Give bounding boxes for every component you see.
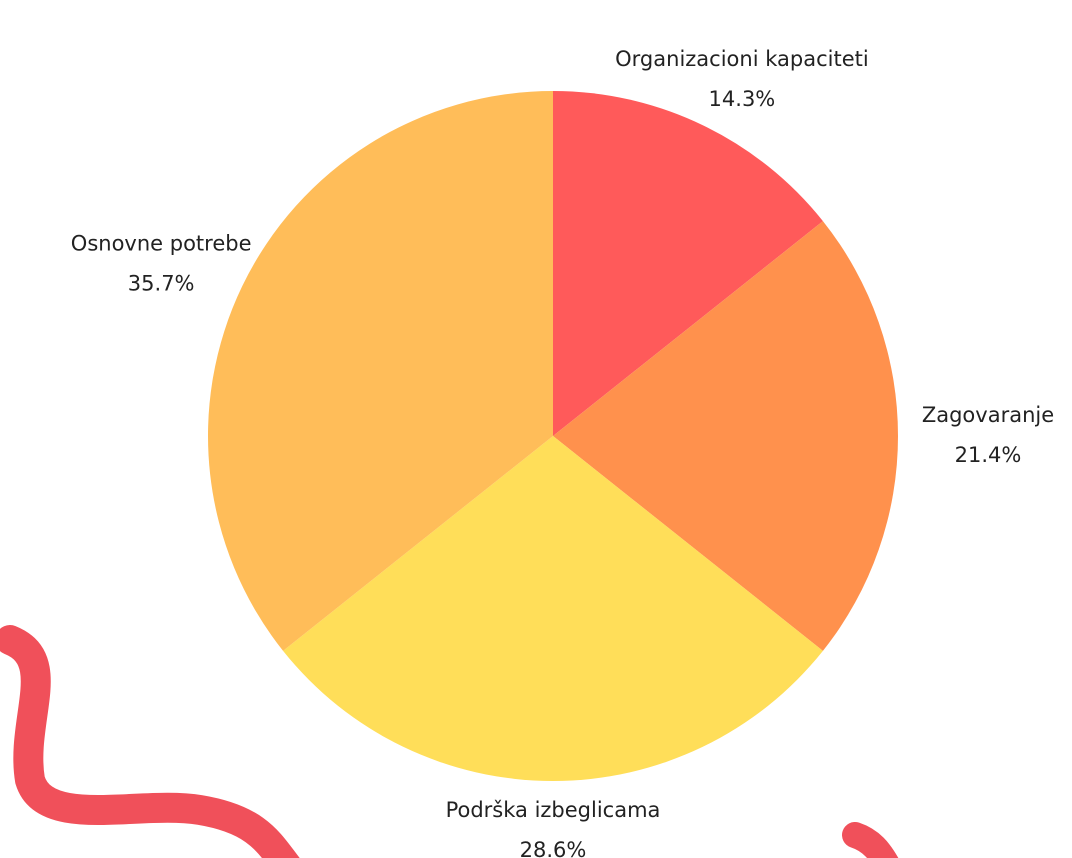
slice-label: Organizacioni kapaciteti (615, 47, 869, 71)
value-label: 14.3% (709, 87, 776, 111)
pie-slice (283, 436, 823, 781)
pie-slice (208, 91, 553, 651)
value-label: 21.4% (955, 443, 1022, 467)
pie-slice (553, 221, 898, 651)
slice-label: Zagovaranje (922, 403, 1054, 427)
value-label: 35.7% (128, 271, 195, 295)
decoration (842, 822, 899, 858)
decoration (0, 625, 300, 858)
pie-slice (553, 91, 823, 436)
slice-label: Osnovne potrebe (71, 231, 252, 255)
value-label: 28.6% (520, 838, 587, 858)
slice-label: Podrška izbeglicama (446, 798, 661, 822)
